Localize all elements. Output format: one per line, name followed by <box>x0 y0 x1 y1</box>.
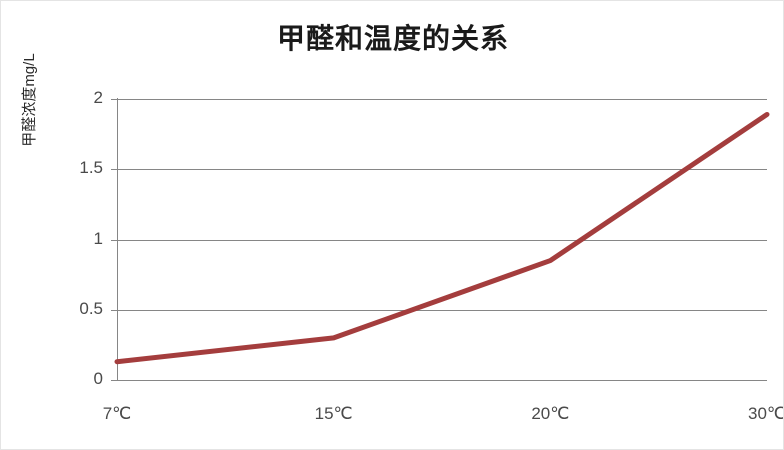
y-axis-line <box>117 98 118 381</box>
y-axis-title: 甲醛浓度mg/L <box>21 53 38 147</box>
plot-area <box>117 99 767 381</box>
y-axis-tick-mark <box>111 239 117 241</box>
x-axis-tick-label: 30℃ <box>747 404 784 423</box>
x-axis-tick-label: 7℃ <box>102 404 132 423</box>
gridline <box>117 309 767 311</box>
gridline <box>117 380 767 381</box>
y-axis-tick-mark <box>111 169 117 171</box>
y-axis-tick-mark <box>111 380 117 381</box>
y-axis-tick-label: 1 <box>93 228 103 248</box>
gridline <box>117 239 767 241</box>
y-axis-tick-mark <box>111 309 117 311</box>
y-axis-tick-label: 2 <box>93 88 103 107</box>
chart-title: 甲醛和温度的关系 <box>276 23 509 54</box>
x-axis-tick-label: 15℃ <box>314 404 353 423</box>
gridline <box>117 169 767 171</box>
gridline <box>117 99 767 100</box>
y-axis-tick-mark <box>111 99 117 100</box>
x-axis-tick-label: 20℃ <box>531 404 570 423</box>
y-axis-tick-label: 0 <box>93 369 103 388</box>
y-axis-tick-label: 1.5 <box>79 158 103 178</box>
y-axis-tick-label: 0.5 <box>79 298 103 318</box>
